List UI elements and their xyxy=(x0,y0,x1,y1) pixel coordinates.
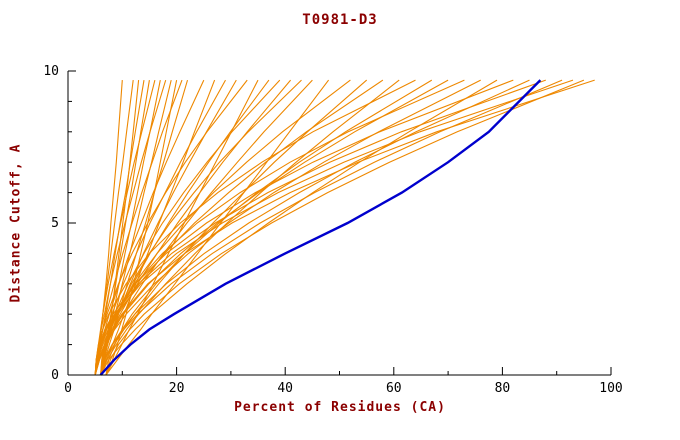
x-tick-label: 100 xyxy=(599,381,622,396)
y-axis-label: Distance Cutoff, A xyxy=(8,143,24,303)
chart-title: T0981-D3 xyxy=(302,12,378,28)
model-curve xyxy=(100,79,161,376)
model-curve xyxy=(100,79,172,376)
model-curve xyxy=(94,79,351,376)
model-curve xyxy=(94,79,574,376)
x-tick-label: 20 xyxy=(169,381,185,396)
model-curve xyxy=(94,79,384,376)
model-curve xyxy=(100,79,400,376)
model-curve xyxy=(94,79,481,376)
model-curve xyxy=(105,79,585,376)
model-curve xyxy=(94,79,546,376)
y-tick-label: 10 xyxy=(43,64,59,79)
model-curve xyxy=(94,79,416,376)
x-tick-label: 80 xyxy=(495,381,511,396)
x-tick-label: 60 xyxy=(386,381,402,396)
model-curve xyxy=(100,79,595,376)
x-tick-label: 0 xyxy=(64,381,72,396)
model-curve xyxy=(100,79,189,376)
model-curve xyxy=(100,79,563,376)
x-axis-label: Percent of Residues (CA) xyxy=(234,400,446,415)
model-curve xyxy=(100,79,237,376)
x-tick-label: 40 xyxy=(277,381,293,396)
y-tick-label: 5 xyxy=(51,216,59,231)
y-tick-label: 0 xyxy=(51,368,59,383)
model-curve xyxy=(105,79,259,376)
model-curve xyxy=(100,79,216,376)
model-curve xyxy=(105,79,433,376)
model-curve xyxy=(100,79,498,376)
model-curve xyxy=(100,79,465,376)
highlight-curve xyxy=(99,79,542,376)
